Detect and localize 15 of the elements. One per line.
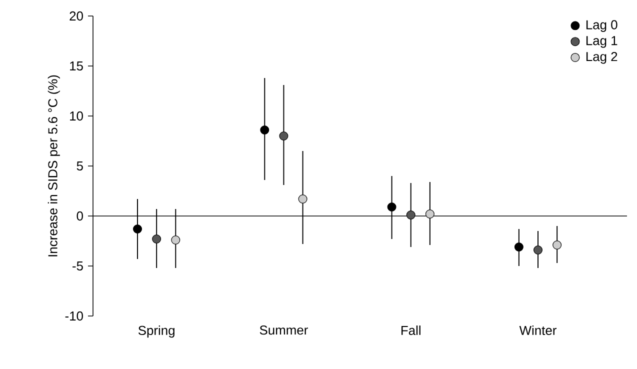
y-tick-label: 0 bbox=[76, 211, 83, 221]
legend-label: Lag 2 bbox=[586, 52, 618, 64]
legend-label: Lag 1 bbox=[586, 36, 618, 48]
y-tick-label: -5 bbox=[72, 261, 83, 271]
x-tick-label: Summer bbox=[260, 326, 308, 335]
y-tick-label: 20 bbox=[70, 11, 83, 21]
legend-label: Lag 0 bbox=[586, 20, 618, 32]
x-tick-label: Winter bbox=[519, 326, 556, 336]
x-tick-label: Spring bbox=[138, 326, 174, 338]
y-tick-label: 5 bbox=[76, 161, 83, 171]
x-tick-label: Fall bbox=[401, 326, 420, 336]
y-tick-label: 15 bbox=[70, 61, 83, 71]
y-tick-label: -10 bbox=[65, 311, 83, 321]
y-axis-title: Increase in SIDS per 5.6 °C (%) bbox=[48, 75, 60, 256]
y-tick-label: 10 bbox=[70, 111, 83, 121]
